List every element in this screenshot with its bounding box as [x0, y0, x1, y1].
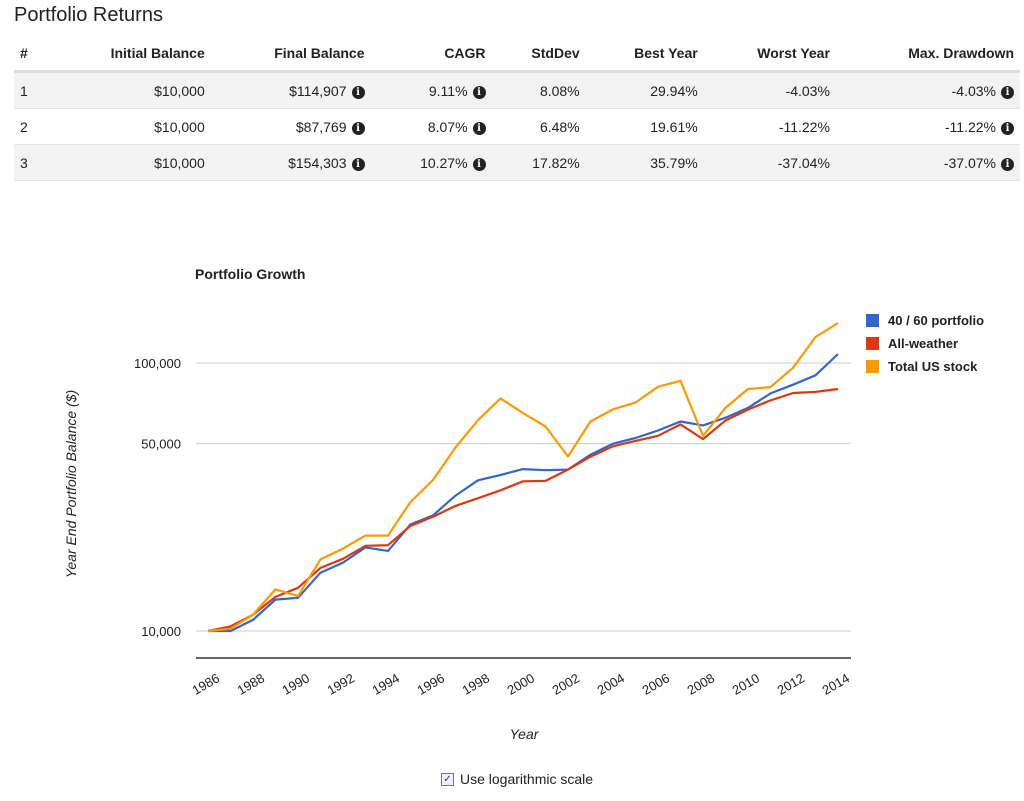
cell-best-year: 35.79%	[585, 144, 704, 181]
cell-cagr: 9.11% i	[370, 71, 492, 109]
info-icon[interactable]: i	[351, 121, 365, 135]
cagr-value: 8.07%	[427, 118, 468, 135]
log-scale-checkbox[interactable]: ✓	[441, 772, 454, 786]
x-axis-title: Year	[510, 726, 540, 742]
info-icon[interactable]: i	[351, 157, 365, 171]
cell-initial-balance: $10,000	[44, 144, 211, 181]
table-row: 2 $10,000 $87,769 i 8.07% i 6.48% 19.61% -…	[14, 108, 1020, 145]
x-tick-label: 1992	[324, 670, 357, 697]
x-tick-label: 1990	[279, 670, 312, 697]
cell-stddev: 17.82%	[491, 144, 586, 181]
cell-stddev: 8.08%	[491, 71, 586, 109]
x-tick-label: 2006	[639, 670, 672, 697]
max-drawdown-value: -11.22%	[944, 118, 996, 135]
info-icon[interactable]: i	[1001, 85, 1014, 99]
x-tick-label: 2004	[594, 670, 627, 697]
info-icon[interactable]: i	[472, 157, 486, 171]
info-icon[interactable]: i	[472, 85, 486, 99]
cell-final-balance: $114,907 i	[210, 71, 371, 109]
y-tick-label: 100,000	[134, 356, 181, 371]
series-line-total-us-stock	[207, 322, 839, 633]
legend-label: 40 / 60 portfolio	[888, 313, 985, 328]
chart-title: Portfolio Growth	[195, 266, 306, 282]
legend-swatch	[866, 360, 879, 373]
cell-num: 1	[14, 71, 45, 109]
cell-cagr: 8.07% i	[370, 108, 492, 145]
legend-swatch	[866, 314, 879, 327]
x-tick-label: 1998	[459, 670, 492, 697]
x-tick-label: 2000	[504, 670, 537, 697]
y-axis-title: Year End Portfolio Balance ($)	[63, 390, 79, 578]
cell-best-year: 29.94%	[585, 71, 704, 109]
legend-item-total-us-stock[interactable]: Total US stock	[866, 355, 984, 378]
y-tick-label: 10,000	[141, 624, 181, 639]
info-icon[interactable]: i	[1001, 157, 1014, 171]
table-header-row: # Initial Balance Final Balance CAGR Std…	[14, 36, 1020, 73]
header-max-drawdown: Max. Drawdown	[835, 36, 1020, 73]
x-tick-label: 2002	[549, 670, 582, 697]
cell-best-year: 19.61%	[585, 108, 704, 145]
cell-num: 2	[14, 108, 45, 145]
header-initial-balance: Initial Balance	[44, 36, 211, 73]
header-final-balance: Final Balance	[210, 36, 371, 73]
cell-stddev: 6.48%	[491, 108, 586, 145]
header-num: #	[14, 36, 45, 73]
legend-label: All-weather	[888, 336, 959, 351]
final-balance-value: $114,907	[289, 82, 347, 99]
final-balance-value: $154,303	[288, 154, 347, 171]
x-tick-label: 1986	[189, 670, 222, 697]
cell-initial-balance: $10,000	[44, 108, 211, 145]
cagr-value: 9.11%	[428, 82, 468, 99]
cagr-value: 10.27%	[420, 154, 468, 171]
max-drawdown-value: -4.03%	[951, 82, 996, 99]
series-line-40-60-portfolio	[208, 353, 839, 633]
info-icon[interactable]: i	[1001, 121, 1014, 135]
cell-num: 3	[14, 144, 45, 181]
header-worst-year: Worst Year	[703, 36, 836, 73]
legend-swatch	[866, 337, 879, 350]
cell-max-drawdown: -37.07% i	[835, 144, 1020, 181]
cell-worst-year: -4.03%	[703, 71, 836, 109]
header-stddev: StdDev	[491, 36, 586, 73]
returns-table: # Initial Balance Final Balance CAGR Std…	[14, 36, 1020, 181]
x-tick-label: 2008	[684, 670, 717, 697]
x-tick-label: 1988	[234, 670, 267, 697]
x-tick-label: 2014	[819, 670, 852, 697]
cell-worst-year: -37.04%	[703, 144, 836, 181]
cell-max-drawdown: -4.03% i	[835, 71, 1020, 109]
table-row: 3 $10,000 $154,303 i 10.27% i 17.82% 35.79…	[14, 144, 1020, 181]
chart-legend: 40 / 60 portfolio All-weather Total US s…	[866, 309, 984, 378]
table-row: 1 $10,000 $114,907 i 9.11% i 8.08% 29.94% …	[14, 71, 1020, 109]
series-line-all-weather	[207, 387, 839, 633]
info-icon[interactable]: i	[351, 85, 365, 99]
x-tick-label: 2010	[729, 670, 762, 697]
page-title: Portfolio Returns	[14, 4, 163, 26]
log-scale-toggle[interactable]: ✓ Use logarithmic scale	[441, 771, 593, 787]
header-cagr: CAGR	[370, 36, 492, 73]
legend-label: Total US stock	[888, 359, 978, 374]
cell-initial-balance: $10,000	[44, 71, 211, 109]
cell-cagr: 10.27% i	[370, 144, 492, 181]
header-best-year: Best Year	[585, 36, 704, 73]
cell-max-drawdown: -11.22% i	[835, 108, 1020, 145]
max-drawdown-value: -37.07%	[943, 154, 996, 171]
legend-item-all-weather[interactable]: All-weather	[866, 332, 984, 355]
x-tick-label: 1994	[369, 670, 402, 697]
cell-final-balance: $87,769 i	[210, 108, 371, 145]
x-tick-label: 1996	[414, 670, 447, 697]
cell-worst-year: -11.22%	[703, 108, 836, 145]
info-icon[interactable]: i	[472, 121, 486, 135]
cell-final-balance: $154,303 i	[210, 144, 371, 181]
legend-item-40-60-portfolio[interactable]: 40 / 60 portfolio	[866, 309, 984, 332]
log-scale-label: Use logarithmic scale	[460, 771, 594, 787]
final-balance-value: $87,769	[295, 118, 347, 135]
x-tick-label: 2012	[774, 670, 807, 697]
y-tick-label: 50,000	[141, 437, 181, 452]
